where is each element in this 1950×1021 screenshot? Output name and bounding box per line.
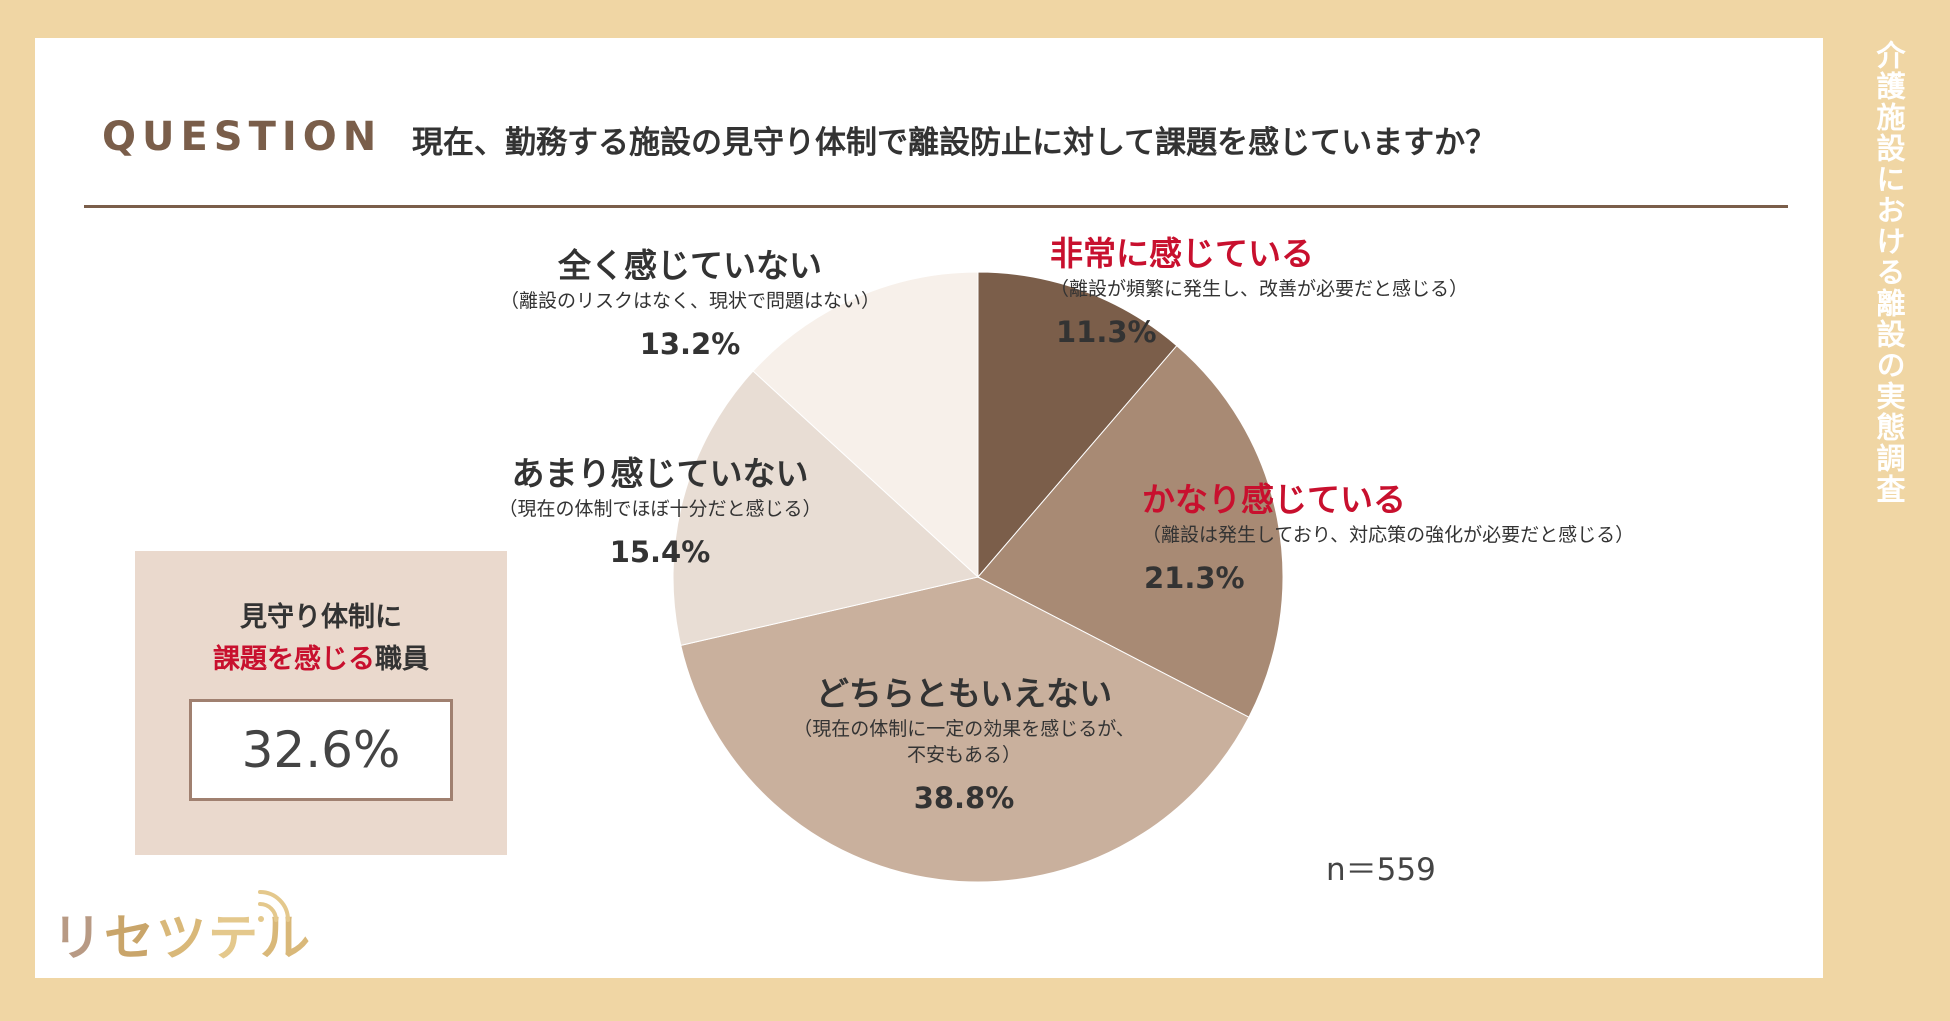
- slice-label: あまり感じていない: [511, 454, 809, 493]
- slice-value-label: 13.2%: [639, 327, 741, 361]
- summary-line2-rest: 職員: [375, 644, 429, 675]
- summary-highlight: 課題を感じる: [213, 644, 375, 675]
- slice-note: （離設が頻繁に発生し、改善が必要だと感じる）: [1050, 278, 1469, 300]
- slice-value-label: 15.4%: [609, 535, 711, 569]
- slice-label: どちらともいえない: [815, 674, 1113, 713]
- question-text: 現在、勤務する施設の見守り体制で離設防止に対して課題を感じていますか？: [412, 125, 1497, 161]
- logo-char: テ: [208, 909, 260, 967]
- slice-value-label: 11.3%: [1056, 315, 1157, 349]
- pie-slice: [752, 271, 979, 579]
- label-slice-very-much: 非常に感じている （離設が頻繁に発生し、改善が必要だと感じる） 11.3%: [1050, 232, 1468, 354]
- label-slice-not-at-all: 全く感じていない （離設のリスクはなく、現状で問題はない） 13.2%: [490, 244, 890, 366]
- slice-label: 全く感じていない: [558, 246, 822, 285]
- question-label: QUESTION: [102, 114, 383, 160]
- label-slice-neutral: どちらともいえない （現在の体制に一定の効果を感じるが、 不安もある） 38.8…: [760, 672, 1168, 820]
- logo-char: ツ: [156, 909, 208, 967]
- pie-slice: [977, 344, 1284, 718]
- label-slice-not-much: あまり感じていない （現在の体制でほぼ十分だと感じる） 15.4%: [490, 452, 830, 574]
- pie-slice: [680, 576, 1250, 883]
- logo-char: ル: [260, 909, 312, 967]
- slice-label: かなり感じている: [1142, 480, 1406, 519]
- summary-box: 見守り体制に 課題を感じる職員 32.6%: [135, 551, 507, 855]
- slice-value-label: 21.3%: [1144, 561, 1245, 595]
- label-slice-quite: かなり感じている （離設は発生しており、対応策の強化が必要だと感じる） 21.3…: [1142, 478, 1634, 600]
- header-divider: [84, 205, 1788, 208]
- pie-slice: [977, 271, 1178, 579]
- side-title: 介護施設における離設の実態調査: [1872, 40, 1906, 505]
- signal-icon: [258, 890, 290, 922]
- slice-note: （現在の体制でほぼ十分だと感じる）: [498, 498, 822, 520]
- slice-label: 非常に感じている: [1050, 234, 1314, 273]
- logo-char: セ: [104, 909, 156, 967]
- summary-value: 32.6%: [189, 699, 453, 801]
- pie-slice: [672, 370, 980, 646]
- logo-char: リ: [52, 909, 104, 967]
- slice-note-2: 不安もある）: [906, 744, 1021, 766]
- summary-line2: 課題を感じる職員: [135, 637, 507, 676]
- sample-size: n＝559: [1326, 852, 1436, 888]
- slice-note: （現在の体制に一定の効果を感じるが、: [793, 718, 1135, 740]
- risetel-logo: リセツテル: [52, 898, 312, 970]
- slice-note: （離設のリスクはなく、現状で問題はない）: [499, 290, 880, 312]
- summary-line1: 見守り体制に: [240, 602, 402, 633]
- slice-value-label: 38.8%: [913, 781, 1015, 815]
- slice-note: （離設は発生しており、対応策の強化が必要だと感じる）: [1142, 524, 1635, 546]
